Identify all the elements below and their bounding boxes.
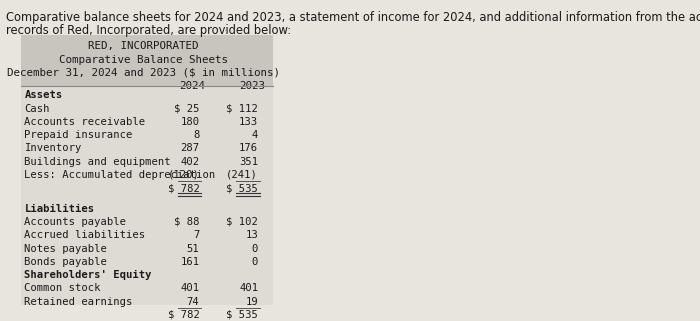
Text: (120): (120) xyxy=(167,170,199,180)
Text: 0: 0 xyxy=(252,257,258,267)
Text: 180: 180 xyxy=(181,117,199,127)
Text: $ 112: $ 112 xyxy=(226,104,258,114)
Text: Shareholders' Equity: Shareholders' Equity xyxy=(25,270,152,280)
Text: 402: 402 xyxy=(181,157,199,167)
Text: Less: Accumulated depreciation: Less: Accumulated depreciation xyxy=(25,170,216,180)
Text: 51: 51 xyxy=(187,244,199,254)
Text: 401: 401 xyxy=(239,283,258,293)
Text: records of Red, Incorporated, are provided below:: records of Red, Incorporated, are provid… xyxy=(6,23,290,37)
Text: $ 88: $ 88 xyxy=(174,217,199,227)
Text: $ 535: $ 535 xyxy=(226,310,258,320)
Text: 2023: 2023 xyxy=(239,81,265,91)
Text: Accrued liabilities: Accrued liabilities xyxy=(25,230,146,240)
Text: 351: 351 xyxy=(239,157,258,167)
Bar xyxy=(21,35,273,86)
Text: Cash: Cash xyxy=(25,104,50,114)
Text: $ 782: $ 782 xyxy=(167,183,199,193)
Text: Comparative Balance Sheets: Comparative Balance Sheets xyxy=(59,55,228,65)
Text: Liabilities: Liabilities xyxy=(25,204,94,214)
Text: Accounts payable: Accounts payable xyxy=(25,217,127,227)
Text: $ 782: $ 782 xyxy=(167,310,199,320)
Text: 133: 133 xyxy=(239,117,258,127)
Text: Common stock: Common stock xyxy=(25,283,101,293)
Text: Prepaid insurance: Prepaid insurance xyxy=(25,130,133,140)
Text: 0: 0 xyxy=(252,244,258,254)
Text: (241): (241) xyxy=(226,170,258,180)
Text: 176: 176 xyxy=(239,143,258,153)
Text: $ 102: $ 102 xyxy=(226,217,258,227)
Text: 8: 8 xyxy=(193,130,199,140)
Text: $ 25: $ 25 xyxy=(174,104,199,114)
Bar xyxy=(21,86,273,306)
Text: 7: 7 xyxy=(193,230,199,240)
Text: 161: 161 xyxy=(181,257,199,267)
Text: RED, INCORPORATED: RED, INCORPORATED xyxy=(88,41,199,51)
Text: 2024: 2024 xyxy=(179,81,205,91)
Text: Buildings and equipment: Buildings and equipment xyxy=(25,157,171,167)
Text: 19: 19 xyxy=(246,297,258,307)
Text: December 31, 2024 and 2023 ($ in millions): December 31, 2024 and 2023 ($ in million… xyxy=(7,68,280,78)
Text: Bonds payable: Bonds payable xyxy=(25,257,107,267)
Text: 74: 74 xyxy=(187,297,199,307)
Text: Assets: Assets xyxy=(25,91,63,100)
Text: $ 535: $ 535 xyxy=(226,183,258,193)
Text: Notes payable: Notes payable xyxy=(25,244,107,254)
Text: 13: 13 xyxy=(246,230,258,240)
Text: Inventory: Inventory xyxy=(25,143,82,153)
Text: Accounts receivable: Accounts receivable xyxy=(25,117,146,127)
Text: 4: 4 xyxy=(252,130,258,140)
Text: Comparative balance sheets for 2024 and 2023, a statement of income for 2024, an: Comparative balance sheets for 2024 and … xyxy=(6,11,700,24)
Text: 287: 287 xyxy=(181,143,199,153)
Text: 401: 401 xyxy=(181,283,199,293)
Text: Retained earnings: Retained earnings xyxy=(25,297,133,307)
